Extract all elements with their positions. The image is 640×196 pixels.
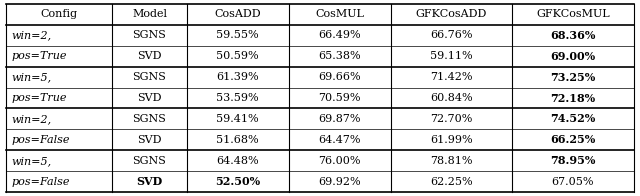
- Text: 74.52%: 74.52%: [550, 113, 595, 124]
- Text: 66.49%: 66.49%: [318, 30, 361, 40]
- Text: win=5,: win=5,: [12, 72, 52, 82]
- Text: 70.59%: 70.59%: [318, 93, 361, 103]
- Text: 60.84%: 60.84%: [430, 93, 472, 103]
- Text: 76.00%: 76.00%: [318, 156, 361, 166]
- Text: CosADD: CosADD: [214, 9, 261, 19]
- Text: SVD: SVD: [137, 51, 162, 61]
- Text: 78.81%: 78.81%: [430, 156, 472, 166]
- Text: 66.25%: 66.25%: [550, 134, 595, 145]
- Text: 64.48%: 64.48%: [216, 156, 259, 166]
- Text: 61.39%: 61.39%: [216, 72, 259, 82]
- Text: SGNS: SGNS: [132, 30, 166, 40]
- Text: SGNS: SGNS: [132, 156, 166, 166]
- Text: pos=False: pos=False: [12, 177, 70, 187]
- Text: 72.18%: 72.18%: [550, 93, 595, 103]
- Text: 78.95%: 78.95%: [550, 155, 596, 166]
- Text: 69.92%: 69.92%: [318, 177, 361, 187]
- Text: GFKCosMUL: GFKCosMUL: [536, 9, 610, 19]
- Text: win=2,: win=2,: [12, 114, 52, 124]
- Text: 69.00%: 69.00%: [550, 51, 595, 62]
- Text: 64.47%: 64.47%: [318, 135, 361, 145]
- Text: 51.68%: 51.68%: [216, 135, 259, 145]
- Text: SGNS: SGNS: [132, 72, 166, 82]
- Text: 62.25%: 62.25%: [430, 177, 472, 187]
- Text: SVD: SVD: [136, 176, 163, 187]
- Text: 69.87%: 69.87%: [318, 114, 361, 124]
- Text: CosMUL: CosMUL: [315, 9, 364, 19]
- Text: pos=True: pos=True: [12, 93, 67, 103]
- Text: SGNS: SGNS: [132, 114, 166, 124]
- Text: 71.42%: 71.42%: [430, 72, 472, 82]
- Text: 66.76%: 66.76%: [430, 30, 472, 40]
- Text: Config: Config: [41, 9, 78, 19]
- Text: 67.05%: 67.05%: [552, 177, 594, 187]
- Text: 61.99%: 61.99%: [430, 135, 472, 145]
- Text: 52.50%: 52.50%: [215, 176, 260, 187]
- Text: 68.36%: 68.36%: [550, 30, 596, 41]
- Text: GFKCosADD: GFKCosADD: [415, 9, 487, 19]
- Text: 59.41%: 59.41%: [216, 114, 259, 124]
- Text: 59.11%: 59.11%: [430, 51, 472, 61]
- Text: pos=False: pos=False: [12, 135, 70, 145]
- Text: 53.59%: 53.59%: [216, 93, 259, 103]
- Text: Model: Model: [132, 9, 167, 19]
- Text: 69.66%: 69.66%: [318, 72, 361, 82]
- Text: SVD: SVD: [137, 93, 162, 103]
- Text: win=5,: win=5,: [12, 156, 52, 166]
- Text: 65.38%: 65.38%: [318, 51, 361, 61]
- Text: 59.55%: 59.55%: [216, 30, 259, 40]
- Text: 73.25%: 73.25%: [550, 72, 595, 83]
- Text: pos=True: pos=True: [12, 51, 67, 61]
- Text: 72.70%: 72.70%: [430, 114, 472, 124]
- Text: 50.59%: 50.59%: [216, 51, 259, 61]
- Text: SVD: SVD: [137, 135, 162, 145]
- Text: win=2,: win=2,: [12, 30, 52, 40]
